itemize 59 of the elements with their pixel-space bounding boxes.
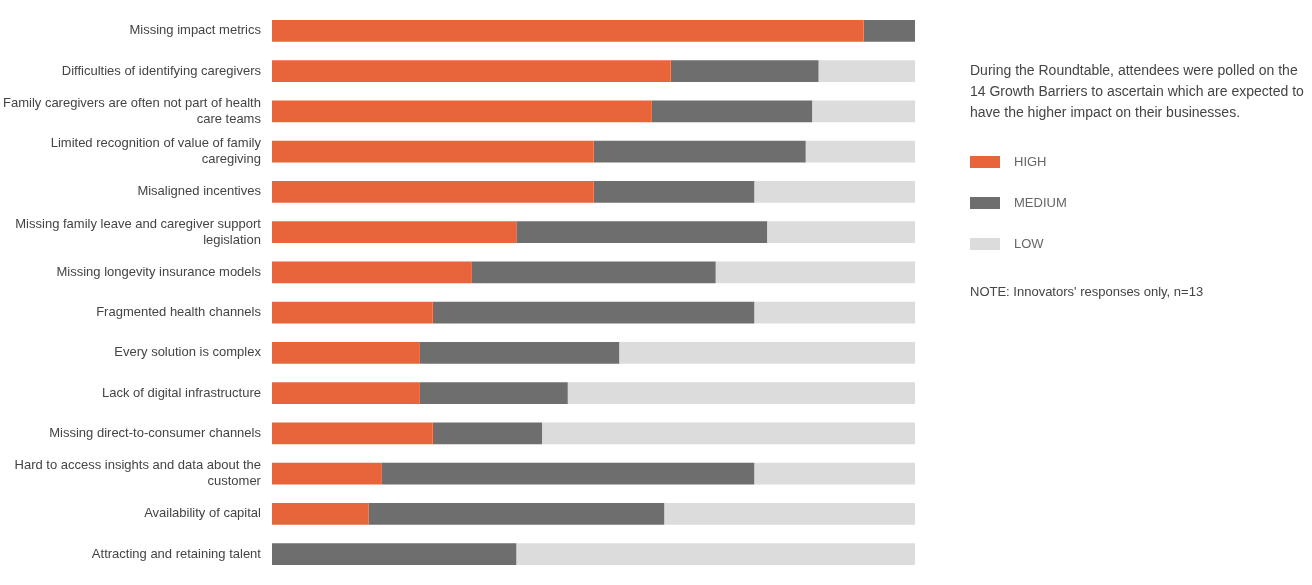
y-tick-label: Difficulties of identifying caregivers bbox=[61, 62, 262, 78]
bar bbox=[567, 382, 915, 404]
bar bbox=[271, 60, 671, 83]
bar bbox=[651, 100, 813, 123]
bar bbox=[805, 140, 915, 163]
bar bbox=[271, 20, 864, 42]
bar bbox=[271, 502, 369, 525]
bar bbox=[664, 502, 915, 525]
y-tick-label: Attracting and retaining talent bbox=[91, 545, 262, 561]
bar bbox=[754, 181, 915, 203]
bar bbox=[812, 100, 915, 123]
y-tick-label: Limited recognition of value of family caregiving bbox=[50, 135, 262, 167]
bar bbox=[516, 543, 915, 565]
bar bbox=[271, 140, 594, 163]
bar bbox=[542, 422, 915, 445]
bar bbox=[432, 422, 543, 445]
bar bbox=[271, 462, 382, 485]
bar bbox=[271, 422, 433, 445]
bar bbox=[271, 301, 433, 324]
bar bbox=[593, 181, 755, 203]
bar bbox=[271, 181, 594, 203]
y-tick-label: Missing family leave and caregiver support legislation bbox=[15, 215, 262, 247]
bar bbox=[754, 301, 915, 324]
bar bbox=[516, 221, 768, 243]
bar bbox=[419, 382, 568, 404]
bar bbox=[818, 60, 915, 83]
y-tick-label: Family caregivers are often not part of health care teams bbox=[2, 95, 262, 126]
legend-label: HIGH bbox=[1014, 153, 1047, 171]
bar bbox=[471, 261, 716, 284]
legend-label: MEDIUM bbox=[1014, 194, 1067, 212]
bar bbox=[271, 382, 420, 404]
text: NOTE: Innovators' responses only, n=13 bbox=[970, 283, 1205, 301]
bar bbox=[715, 261, 915, 284]
bar bbox=[754, 462, 915, 485]
bar bbox=[670, 60, 819, 83]
y-tick-label: Missing direct-to-consumer channels bbox=[49, 424, 262, 440]
bar bbox=[432, 301, 755, 324]
bar bbox=[767, 221, 915, 243]
y-tick-label: Misaligned incentives bbox=[137, 183, 262, 199]
y-tick-label: Missing longevity insurance models bbox=[56, 263, 262, 279]
y-tick-label: Missing impact metrics bbox=[129, 22, 262, 38]
text: During the Roundtable, attendees were polled on the 14 Growth Barriers to ascertain which are expected to have the higher impact on their businesses. bbox=[970, 61, 1305, 122]
bar bbox=[381, 462, 755, 485]
y-tick-label: Fragmented health channels bbox=[96, 304, 262, 320]
legend-label: LOW bbox=[1014, 235, 1044, 253]
y-tick-label: Availability of capital bbox=[144, 505, 262, 521]
bar bbox=[863, 20, 915, 42]
bar bbox=[271, 543, 517, 565]
bar bbox=[271, 221, 517, 243]
bar bbox=[368, 502, 665, 525]
bar bbox=[271, 100, 652, 123]
bar bbox=[271, 342, 420, 364]
bar bbox=[593, 140, 806, 163]
y-tick-label: Hard to access insights and data about the customer bbox=[14, 457, 262, 488]
bar bbox=[271, 261, 472, 284]
bar bbox=[419, 342, 620, 364]
bar bbox=[619, 342, 915, 364]
y-tick-label: Every solution is complex bbox=[114, 344, 262, 360]
y-tick-label: Lack of digital infrastructure bbox=[101, 384, 261, 400]
